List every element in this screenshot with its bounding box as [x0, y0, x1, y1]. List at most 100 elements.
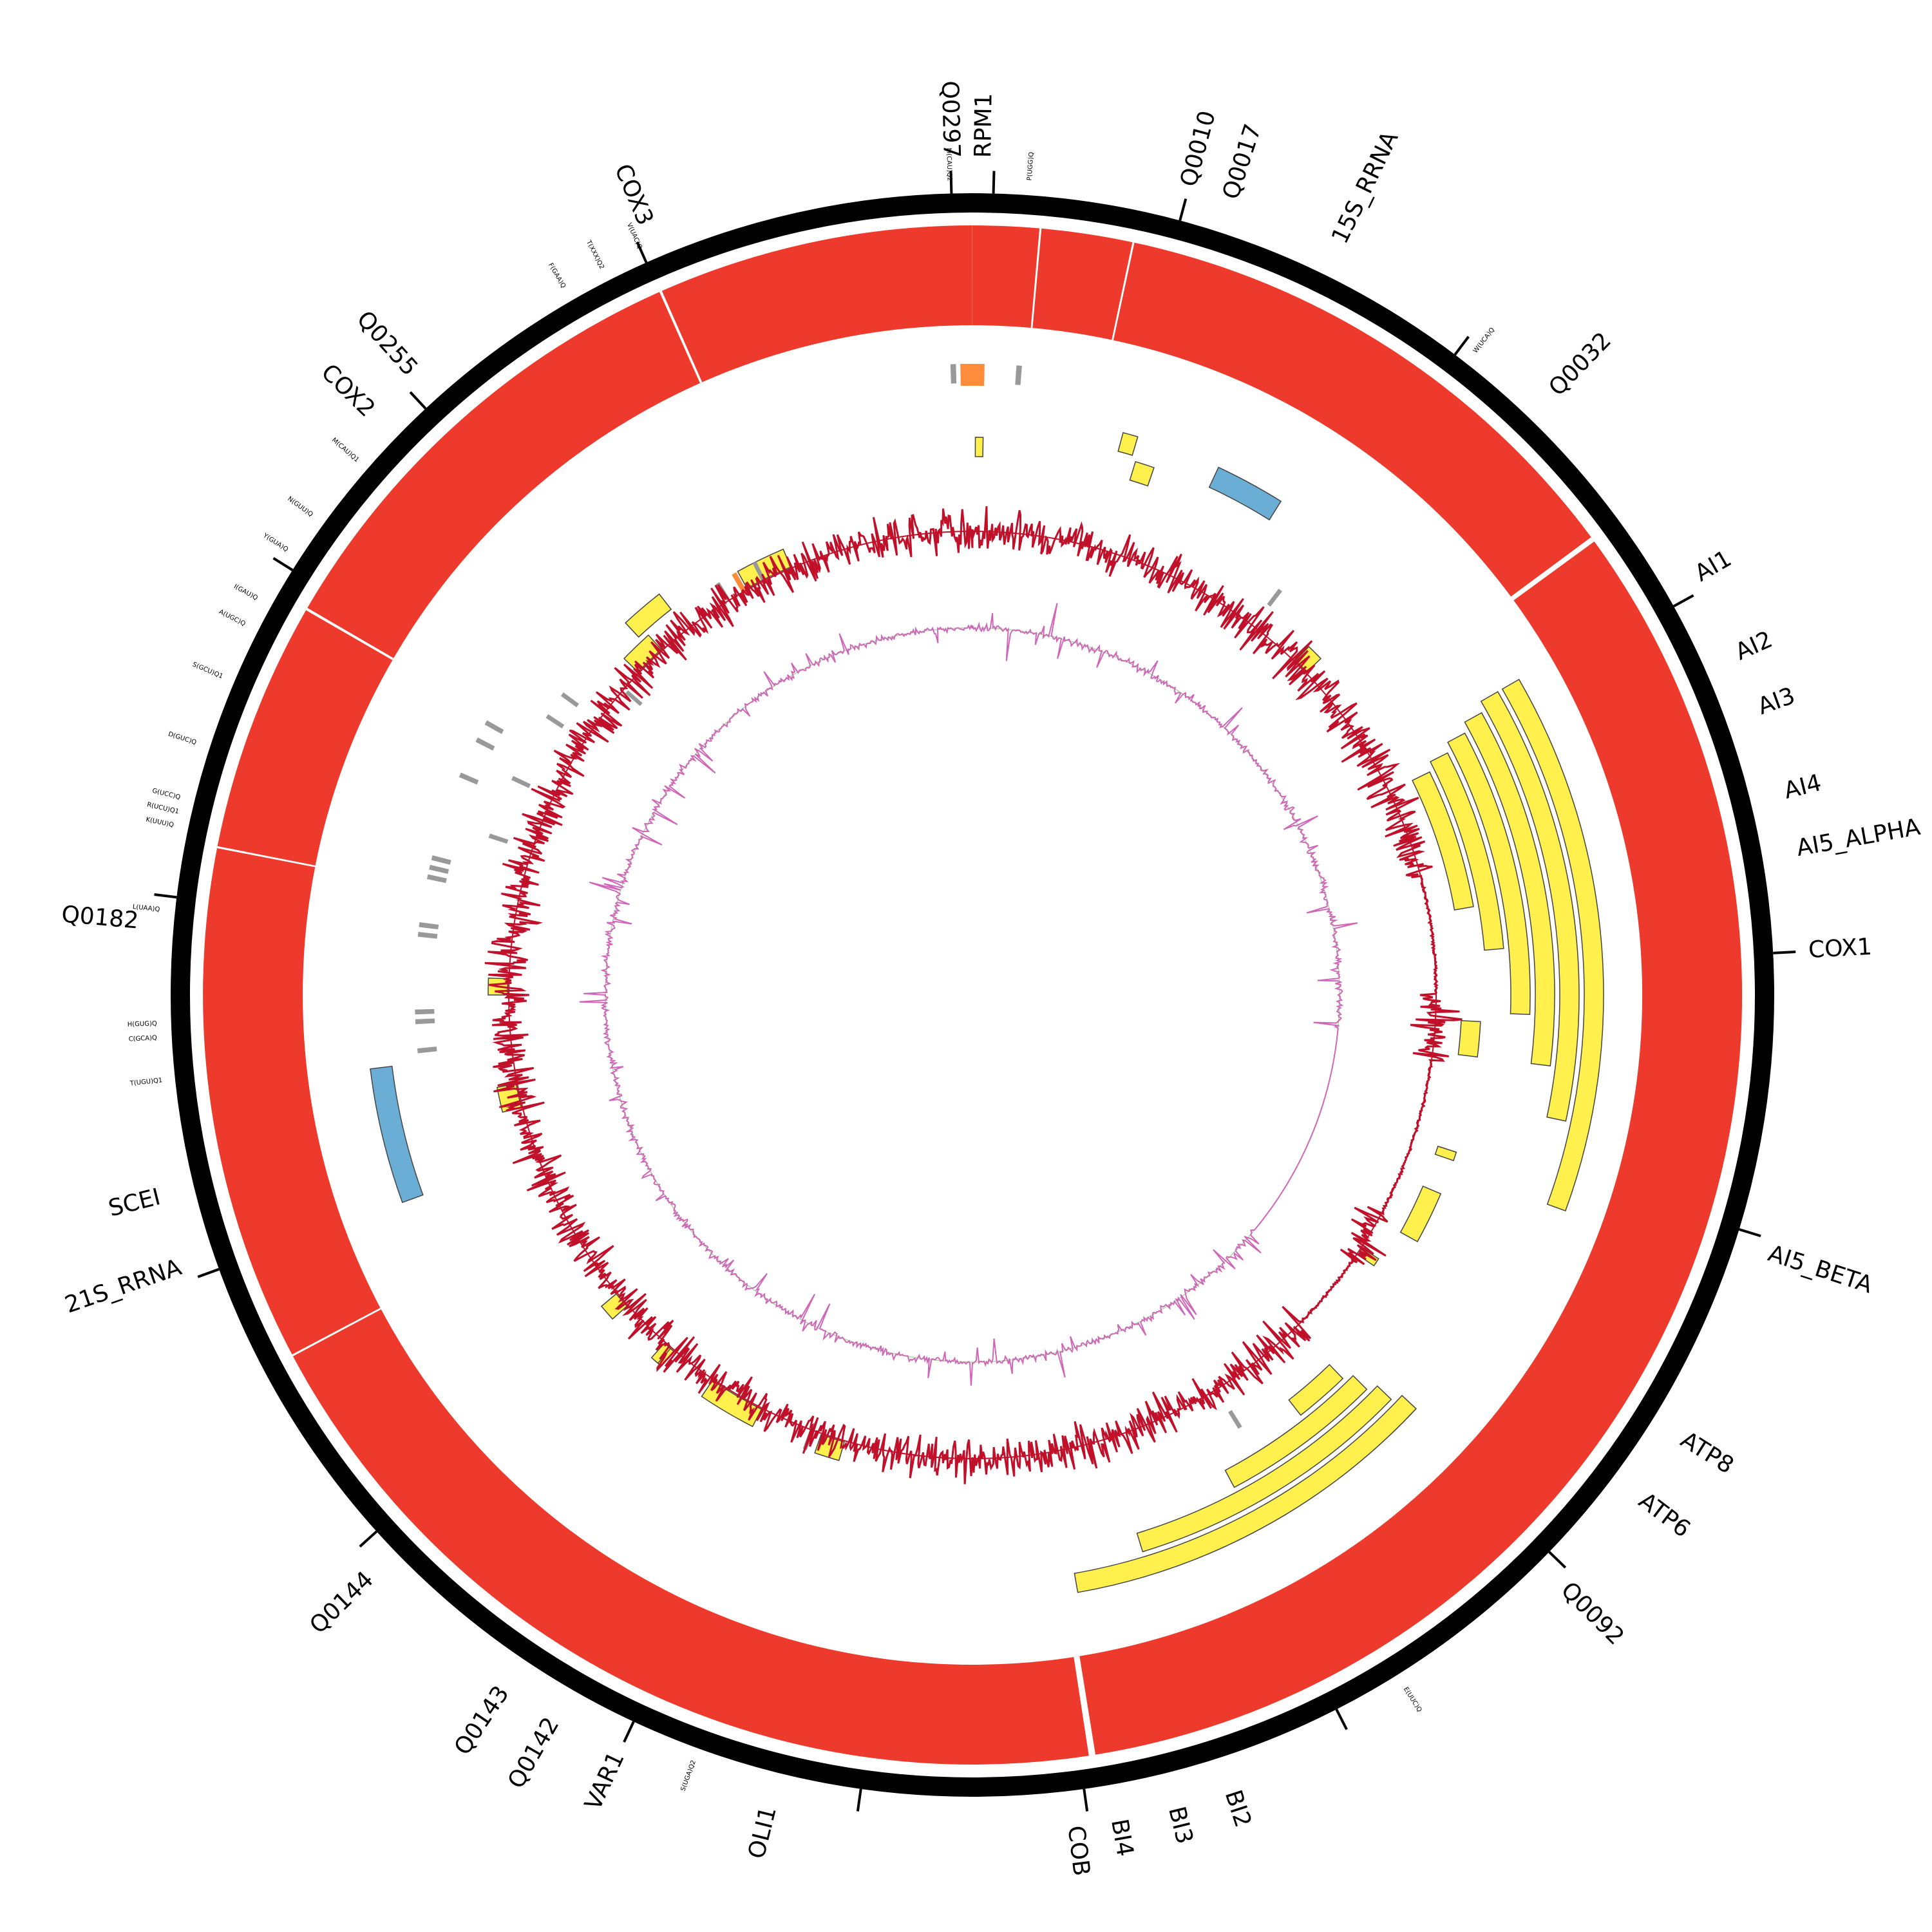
gene-block	[1430, 752, 1504, 951]
gene-label-q0144: Q0144	[305, 1566, 379, 1639]
coverage-gap	[1112, 242, 1135, 341]
trna-label: E(UUC)Q	[1402, 1686, 1423, 1714]
gene-label-ai1: AI1	[1690, 545, 1736, 587]
coverage-gap	[216, 846, 316, 867]
gene-label-ai3: AI3	[1754, 683, 1799, 720]
trna-label: M(CAU)Q1	[330, 437, 360, 464]
gene-label-q0032: Q0032	[1544, 327, 1616, 401]
gene-label-oli1: OLI1	[743, 1804, 782, 1861]
trna-mark	[545, 714, 565, 729]
gene-block	[974, 437, 984, 457]
trna-label: N(GUU)Q	[286, 495, 314, 518]
trna-mark	[426, 874, 447, 884]
trna-label: L(UAA)Q	[132, 904, 160, 913]
gene-label-cox3: COX3	[609, 160, 658, 229]
gene-block	[1501, 678, 1604, 1212]
gene-label-q0017: Q0017	[1218, 121, 1267, 203]
trna-mark	[417, 1046, 437, 1054]
gene-block	[1129, 460, 1155, 487]
trna-mark	[431, 855, 451, 865]
coverage-gap	[1030, 228, 1042, 328]
trna-label: F(GAA)Q	[547, 262, 567, 290]
gene-block	[1117, 431, 1139, 456]
trna-mark	[1228, 1410, 1242, 1429]
gene-label-rpm1: RPM1	[970, 93, 997, 158]
gene-block	[1412, 771, 1474, 911]
gene-label-scei: SCEI	[106, 1184, 163, 1222]
gene-label-cox2: COX2	[316, 359, 381, 422]
gene-label-bi3: BI3	[1163, 1804, 1198, 1846]
trna-label: W(UCA)Q	[1472, 327, 1497, 355]
gene-tick	[1672, 594, 1694, 608]
gene-label-15s-rrna: 15S_RRNA	[1327, 127, 1404, 248]
gene-tick	[1083, 1788, 1089, 1812]
gene-block	[1288, 1363, 1344, 1416]
gene-tick	[1773, 951, 1796, 954]
gene-tick	[272, 557, 294, 571]
coverage-gap	[659, 290, 703, 383]
backbone-ring	[171, 193, 1774, 1797]
trna-mark	[488, 833, 509, 844]
gene-block	[1434, 1145, 1457, 1162]
gene-tick	[1454, 336, 1470, 355]
gene-tick	[1548, 1551, 1567, 1569]
coverage-gap	[1074, 1656, 1096, 1756]
gc-content-line	[579, 603, 1358, 1386]
trna-mark	[475, 737, 495, 751]
gene-label-cox1: COX1	[1808, 934, 1873, 963]
trna-mark	[415, 1018, 435, 1025]
gene-label-q0297: Q0297	[936, 80, 965, 158]
coverage-gap	[292, 1307, 381, 1357]
trna-mark	[950, 364, 957, 384]
trna-mark	[459, 772, 479, 785]
feature-track	[370, 364, 1604, 1593]
gene-label-cob: COB	[1063, 1824, 1095, 1878]
gene-block	[1399, 1185, 1442, 1243]
trna-mark	[415, 1009, 435, 1015]
gene-tick	[1739, 1228, 1761, 1238]
gene-label-q0142: Q0142	[503, 1713, 564, 1793]
gene-tick	[1335, 1709, 1348, 1730]
gene-tick	[409, 391, 427, 410]
gene-label-q0143: Q0143	[450, 1681, 515, 1759]
gene-label-ai5-beta: AI5_BETA	[1765, 1240, 1876, 1299]
gene-label-ai2: AI2	[1732, 626, 1777, 665]
gene-label-ai4: AI4	[1781, 770, 1824, 804]
orange-mark	[960, 364, 985, 386]
trna-label: S(GCU)Q1	[191, 661, 224, 681]
trna-label: T(UGU)Q1	[129, 1077, 162, 1087]
trna-mark	[511, 775, 531, 788]
trna-mark	[417, 931, 438, 939]
gene-label-q0010: Q0010	[1175, 108, 1221, 189]
trna-label: I(GAU)Q	[232, 583, 259, 601]
gene-tick	[623, 1721, 635, 1743]
orange-mark	[732, 572, 747, 594]
rrna-block	[370, 1065, 424, 1204]
gc-content-track	[579, 603, 1358, 1386]
rrna-block	[1208, 466, 1282, 521]
coverage-gap	[306, 607, 394, 660]
trna-label: R(UCU)Q1	[146, 801, 180, 815]
gene-block	[1136, 1385, 1392, 1553]
trna-mark	[625, 690, 643, 706]
gene-tick	[856, 1788, 862, 1812]
gene-label-bi2: BI2	[1220, 1787, 1256, 1831]
trna-mark	[560, 692, 580, 708]
gene-label-q0092: Q0092	[1556, 1577, 1629, 1651]
gene-block	[1224, 1375, 1368, 1488]
gene-block	[1480, 690, 1580, 1122]
trna-label: M(CAU)Q2	[945, 147, 952, 181]
trna-mark	[429, 864, 450, 874]
gene-block	[1457, 1019, 1481, 1058]
gene-tick	[1179, 198, 1188, 221]
gene-tick	[154, 893, 177, 899]
gene-block	[625, 593, 672, 638]
trna-label: P(UGG)Q	[1026, 151, 1035, 180]
gene-block	[1447, 732, 1531, 1015]
gc-content-baseline	[605, 627, 1340, 1363]
gene-block	[1074, 1394, 1417, 1593]
gc-skew-track	[484, 506, 1463, 1484]
gene-label-atp6: ATP6	[1634, 1488, 1695, 1543]
gene-ticks	[154, 171, 1796, 1812]
